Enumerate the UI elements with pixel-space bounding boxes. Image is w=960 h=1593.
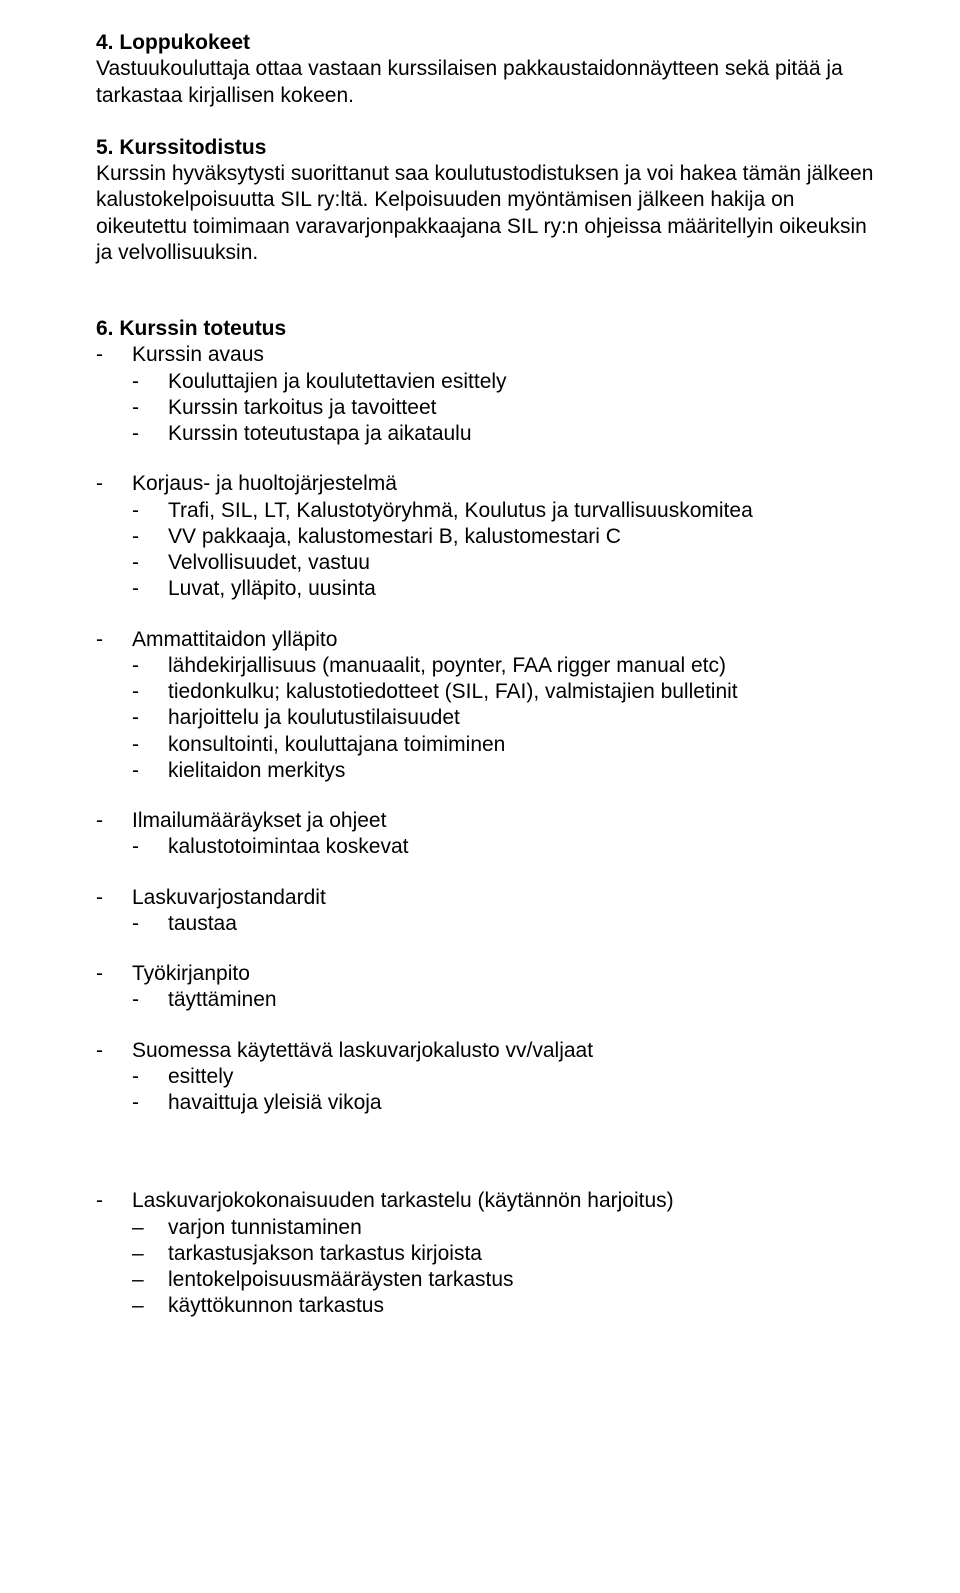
sublist: täyttäminen <box>132 987 880 1013</box>
list-item: taustaa <box>132 911 880 937</box>
list-item: Trafi, SIL, LT, Kalustotyöryhmä, Koulutu… <box>132 498 880 524</box>
list-ilmailu: Ilmailumääräykset ja ohjeet kalustotoimi… <box>96 808 880 861</box>
spacer <box>96 861 880 885</box>
spacer <box>96 447 880 471</box>
section-6-heading: 6. Kurssin toteutus <box>96 316 880 342</box>
list-item: Ilmailumääräykset ja ohjeet kalustotoimi… <box>96 808 880 861</box>
section-6: 6. Kurssin toteutus Kurssin avaus Koulut… <box>96 316 880 1320</box>
list-item: tiedonkulku; kalustotiedotteet (SIL, FAI… <box>132 679 880 705</box>
list-item: Korjaus- ja huoltojärjestelmä Trafi, SIL… <box>96 471 880 602</box>
list-item: Laskuvarjokokonaisuuden tarkastelu (käyt… <box>96 1188 880 1319</box>
section-4-heading: 4. Loppukokeet <box>96 30 880 56</box>
list-item-title: Suomessa käytettävä laskuvarjokalusto vv… <box>132 1039 593 1062</box>
list-item-title: Ammattitaidon ylläpito <box>132 628 337 651</box>
list-item: Kurssin avaus Kouluttajien ja koulutetta… <box>96 342 880 447</box>
list-laskuvarjo: Laskuvarjostandardit taustaa <box>96 885 880 938</box>
sublist: varjon tunnistaminen tarkastusjakson tar… <box>132 1215 880 1320</box>
list-item: Luvat, ylläpito, uusinta <box>132 576 880 602</box>
list-item: Velvollisuudet, vastuu <box>132 550 880 576</box>
sublist: taustaa <box>132 911 880 937</box>
list-item: Kurssin tarkoitus ja tavoitteet <box>132 395 880 421</box>
section-4: 4. Loppukokeet Vastuukouluttaja ottaa va… <box>96 30 880 109</box>
list-korjaus: Korjaus- ja huoltojärjestelmä Trafi, SIL… <box>96 471 880 602</box>
list-item-title: Työkirjanpito <box>132 962 250 985</box>
sublist: Trafi, SIL, LT, Kalustotyöryhmä, Koulutu… <box>132 498 880 603</box>
list-item: VV pakkaaja, kalustomestari B, kalustome… <box>132 524 880 550</box>
sublist: Kouluttajien ja koulutettavien esittely … <box>132 369 880 448</box>
list-ammatti: Ammattitaidon ylläpito lähdekirjallisuus… <box>96 627 880 785</box>
spacer <box>96 1116 880 1164</box>
list-item: Ammattitaidon ylläpito lähdekirjallisuus… <box>96 627 880 785</box>
list-item: Laskuvarjostandardit taustaa <box>96 885 880 938</box>
list-item: konsultointi, kouluttajana toimiminen <box>132 732 880 758</box>
list-item: lähdekirjallisuus (manuaalit, poynter, F… <box>132 653 880 679</box>
spacer <box>96 937 880 961</box>
list-item: Kouluttajien ja koulutettavien esittely <box>132 369 880 395</box>
list-item-title: Laskuvarjokokonaisuuden tarkastelu (käyt… <box>132 1189 674 1212</box>
section-5-heading: 5. Kurssitodistus <box>96 135 880 161</box>
sublist: lähdekirjallisuus (manuaalit, poynter, F… <box>132 653 880 784</box>
list-item: varjon tunnistaminen <box>132 1215 880 1241</box>
list-item: tarkastusjakson tarkastus kirjoista <box>132 1241 880 1267</box>
list-kokonaisuus: Laskuvarjokokonaisuuden tarkastelu (käyt… <box>96 1188 880 1319</box>
list-item: kielitaidon merkitys <box>132 758 880 784</box>
spacer <box>96 292 880 316</box>
list-item: käyttökunnon tarkastus <box>132 1293 880 1319</box>
spacer <box>96 1014 880 1038</box>
list-item-title: Ilmailumääräykset ja ohjeet <box>132 809 386 832</box>
list-item: Työkirjanpito täyttäminen <box>96 961 880 1014</box>
spacer <box>96 603 880 627</box>
spacer <box>96 1164 880 1188</box>
list-item: esittely <box>132 1064 880 1090</box>
list-item: kalustotoimintaa koskevat <box>132 834 880 860</box>
list-item: havaittuja yleisiä vikoja <box>132 1090 880 1116</box>
spacer <box>96 784 880 808</box>
list-item-title: Laskuvarjostandardit <box>132 886 326 909</box>
section-5-para: Kurssin hyväksytysti suorittanut saa kou… <box>96 161 880 266</box>
list-tyokirja: Työkirjanpito täyttäminen <box>96 961 880 1014</box>
list-item: Suomessa käytettävä laskuvarjokalusto vv… <box>96 1038 880 1117</box>
sublist: esittely havaittuja yleisiä vikoja <box>132 1064 880 1117</box>
list-item-title: Kurssin avaus <box>132 343 264 366</box>
list-item: lentokelpoisuusmääräysten tarkastus <box>132 1267 880 1293</box>
sublist: kalustotoimintaa koskevat <box>132 834 880 860</box>
section-5: 5. Kurssitodistus Kurssin hyväksytysti s… <box>96 135 880 266</box>
list-item: Kurssin toteutustapa ja aikataulu <box>132 421 880 447</box>
section-4-para: Vastuukouluttaja ottaa vastaan kurssilai… <box>96 56 880 109</box>
list-suomessa: Suomessa käytettävä laskuvarjokalusto vv… <box>96 1038 880 1117</box>
list-kurssin-avaus: Kurssin avaus Kouluttajien ja koulutetta… <box>96 342 880 447</box>
list-item: täyttäminen <box>132 987 880 1013</box>
list-item: harjoittelu ja koulutustilaisuudet <box>132 705 880 731</box>
list-item-title: Korjaus- ja huoltojärjestelmä <box>132 472 397 495</box>
